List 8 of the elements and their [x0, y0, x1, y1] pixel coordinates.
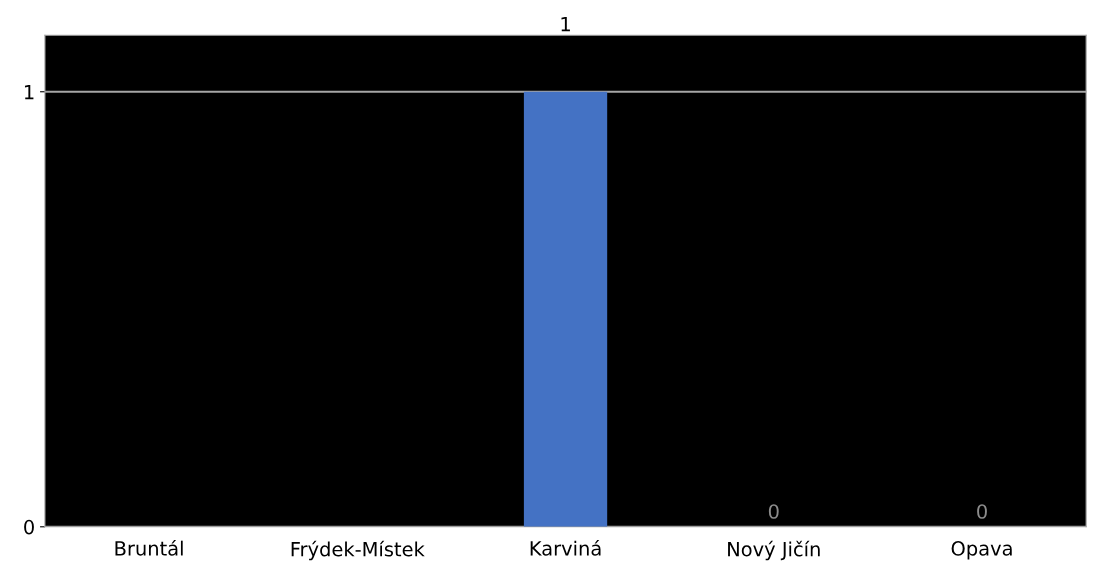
data-label: 0	[977, 504, 987, 519]
x-tick-label: Nový Jičín	[728, 540, 820, 561]
data-label: 1	[561, 16, 570, 32]
x-tick-label: Karviná	[530, 539, 601, 556]
x-tick-label: Frýdek-Místek	[291, 540, 425, 561]
x-tick-label: Opava	[951, 541, 1012, 560]
data-label: 0	[768, 504, 779, 519]
x-tick-label: Bruntál	[115, 539, 183, 556]
